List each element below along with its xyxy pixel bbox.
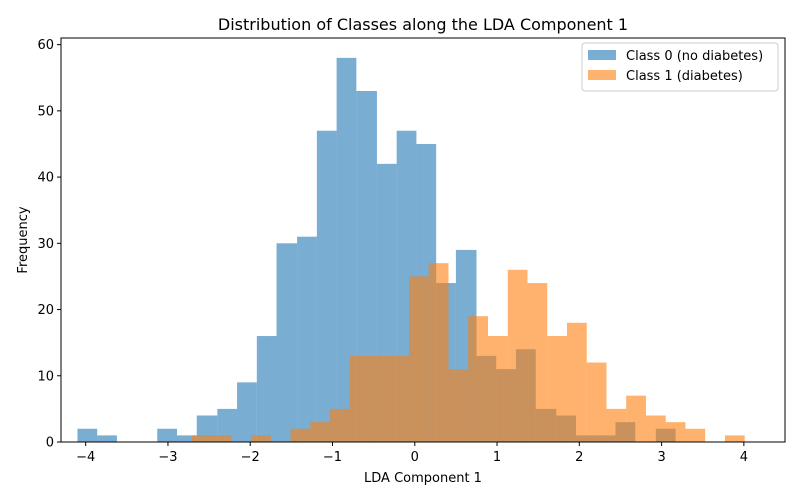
class-1-bar-4 [330,408,350,442]
legend-swatch-class-1 [588,70,616,80]
x-tick-label: 3 [657,450,665,465]
class-0-bar-8 [276,243,298,442]
x-tick-label: 2 [575,450,583,465]
class-1-bar-10 [448,369,469,442]
class-0-bar-12 [356,90,377,442]
y-tick-label: 0 [46,436,54,451]
class-1-bar-23 [724,435,745,442]
x-axis-ticks: −4 −3 −2 −1 0 1 2 3 4 [76,442,748,465]
legend: Class 0 (no diabetes) Class 1 (diabetes) [581,42,779,92]
y-tick-label: 30 [37,237,54,252]
class-1-bar-15 [547,336,567,442]
class-1-bar-18 [606,408,627,442]
class-1-bar-13 [507,269,528,442]
class-0-bar-10 [316,130,337,442]
class-0-bar-7 [256,336,277,442]
legend-swatch-class-0 [588,50,616,60]
y-tick-label: 20 [37,303,54,318]
y-tick-label: 50 [37,104,54,119]
class-1-bar-22 [685,428,706,442]
class-0-bar-6 [237,382,257,442]
x-tick-label: 0 [411,450,419,465]
class-0-bar-9 [297,236,317,442]
class-1-bar-5 [349,355,370,442]
class-1-bar-9 [428,263,449,442]
class-1-bars [191,263,745,442]
class-1-bar-14 [527,283,548,442]
x-tick-label: −1 [323,450,342,465]
x-tick-label: 1 [493,450,501,465]
y-axis-ticks: 0 10 20 30 40 50 60 [37,38,61,451]
class-1-bar-19 [626,395,646,442]
chart-title: Distribution of Classes along the LDA Co… [218,15,628,34]
class-0-bar-0 [77,428,98,442]
class-1-bar-0 [191,435,232,442]
legend-label-class-0: Class 0 (no diabetes) [626,49,763,64]
class-1-bar-6 [369,355,390,442]
class-1-bar-2 [290,428,311,442]
class-1-bar-8 [409,276,429,442]
class-1-bar-12 [488,336,508,442]
y-tick-label: 40 [37,171,54,186]
class-0-bar-4 [196,415,218,442]
class-1-bar-7 [389,355,410,442]
class-1-bar-1 [251,435,271,442]
plot-frame [60,37,786,443]
class-1-bar-20 [645,415,666,442]
legend-box [581,42,779,92]
class-0-bar-2 [157,428,178,442]
x-tick-label: 4 [740,450,748,465]
x-tick-label: −4 [76,450,95,465]
class-1-bar-21 [665,422,686,442]
x-tick-label: −2 [241,450,260,465]
class-0-bar-3 [177,435,197,442]
class-0-bar-11 [336,57,357,443]
class-0-bar-1 [97,435,117,442]
class-0-bar-5 [217,408,238,442]
legend-label-class-1: Class 1 (diabetes) [626,69,743,84]
x-axis-label: LDA Component 1 [364,471,482,486]
class-1-bar-3 [310,422,331,442]
x-tick-label: −3 [158,450,177,465]
y-axis-label: Frequency [16,206,31,273]
y-tick-label: 60 [37,38,54,53]
class-1-bar-11 [468,316,488,442]
y-tick-label: 10 [37,369,54,384]
class-1-bar-16 [566,322,587,442]
class-1-bar-17 [586,362,607,442]
